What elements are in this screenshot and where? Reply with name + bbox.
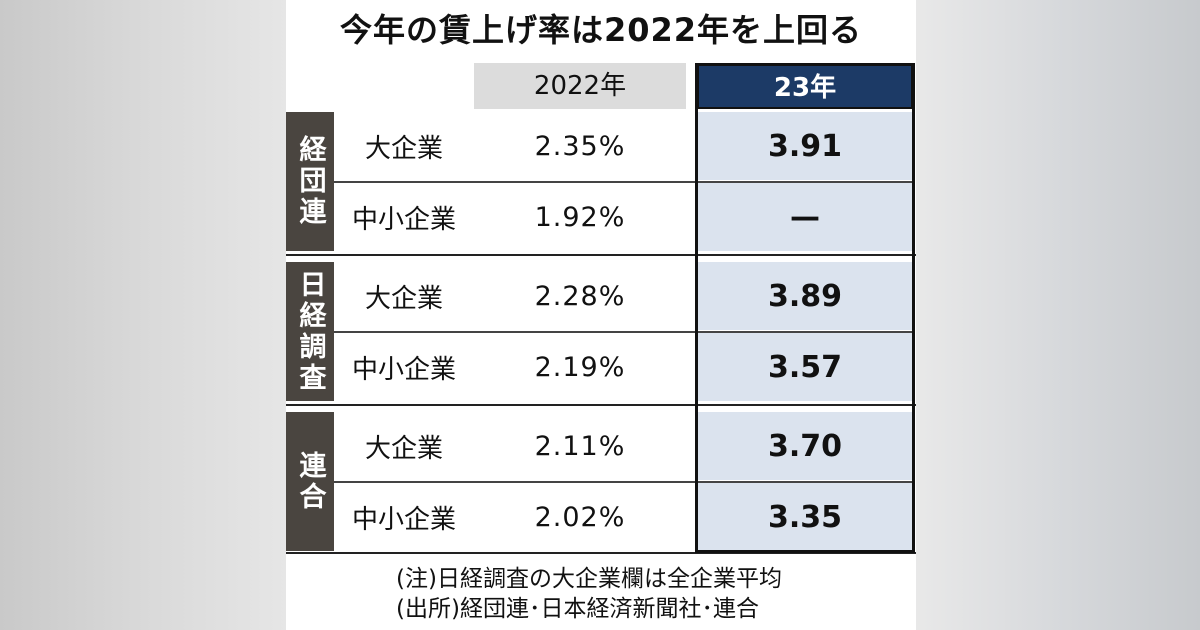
row-category: 大企業 — [364, 433, 443, 464]
row-category: 中小企業 — [351, 504, 456, 535]
value-2022: 2.11% — [534, 430, 626, 462]
row-category: 中小企業 — [351, 204, 456, 235]
value-23: 3.35 — [697, 483, 913, 551]
chart-title: 今年の賃上げ率は2022年を上回る — [339, 11, 863, 49]
row-category: 大企業 — [364, 283, 443, 314]
value-23: — — [697, 183, 913, 251]
row-divider — [334, 481, 914, 483]
column-header-2022: 2022年 — [474, 63, 686, 109]
group-divider — [286, 404, 916, 406]
value-23: 3.91 — [697, 112, 913, 180]
value-2022: 2.02% — [534, 501, 626, 533]
footnote: (注)日経調査の大企業欄は全企業平均 — [396, 566, 782, 592]
column-header-23: 23年 — [697, 63, 913, 109]
value-2022: 1.92% — [534, 201, 626, 233]
table-row: 大企業 2.35% 3.91 — [334, 112, 914, 180]
row-category: 中小企業 — [351, 354, 456, 385]
source-note: (出所)経団連･日本経済新聞社･連合 — [396, 596, 759, 622]
value-23: 3.57 — [697, 333, 913, 401]
table-row: 中小企業 1.92% — — [334, 183, 914, 251]
value-2022: 2.28% — [534, 280, 626, 312]
value-23: 3.70 — [697, 412, 913, 480]
value-2022: 2.19% — [534, 351, 626, 383]
group-divider — [286, 254, 916, 256]
group-label-rengo: 連合 — [286, 412, 334, 551]
table-row: 中小企業 2.19% 3.57 — [334, 333, 914, 401]
value-2022: 2.35% — [534, 130, 626, 162]
row-divider — [334, 181, 914, 183]
row-divider — [334, 331, 914, 333]
group-label-nikkei: 日経調査 — [286, 262, 334, 401]
table-row: 大企業 2.11% 3.70 — [334, 412, 914, 480]
table-row: 大企業 2.28% 3.89 — [334, 262, 914, 330]
table-row: 中小企業 2.02% 3.35 — [334, 483, 914, 551]
group-label-keidanren: 経団連 — [286, 112, 334, 251]
table-bottom-rule — [286, 552, 916, 554]
value-23: 3.89 — [697, 262, 913, 330]
row-category: 大企業 — [364, 133, 443, 164]
chart-card: 今年の賃上げ率は2022年を上回る 2022年 23年 経団連 大企業 2.35… — [286, 0, 916, 630]
